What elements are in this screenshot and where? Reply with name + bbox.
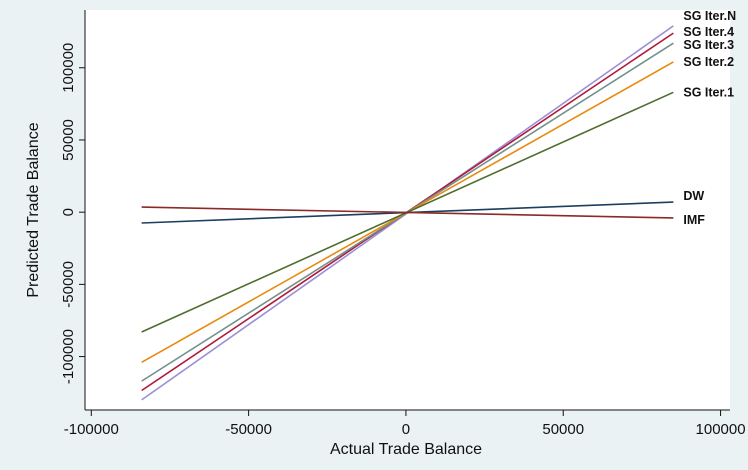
x-axis-title: Actual Trade Balance (330, 441, 482, 458)
x-tick-label: -50000 (225, 421, 272, 438)
series-label-sg-iter-n: SG Iter.N (683, 9, 736, 23)
y-axis-title: Predicted Trade Balance (25, 122, 42, 297)
labels-layer: SG Iter.N SG Iter.4SG Iter.3 SG Iter.2 SG I… (683, 9, 736, 227)
series-label-dw: DW (683, 189, 704, 203)
x-tick-label: 50000 (542, 421, 584, 438)
series-label-sg-iter-1: SG Iter.1 (683, 85, 734, 99)
x-tick-label: 100000 (696, 421, 746, 438)
y-tick-label: 100000 (60, 43, 77, 93)
series-line-imf (141, 206, 674, 219)
x-tick-label: 0 (402, 421, 410, 438)
y-tick-label: -50000 (60, 261, 77, 308)
series-label-sg-iter-2: SG Iter.2 (683, 55, 734, 69)
series-layer (141, 25, 674, 401)
y-tick-label: 50000 (60, 119, 77, 161)
series-label-sg-iter-4: SG Iter.4 (683, 25, 734, 39)
series-label-sg-iter-3: SG Iter.3 (683, 38, 734, 52)
plot-area (85, 10, 730, 410)
y-tick-label: 0 (60, 208, 77, 216)
x-tick-label: -100000 (64, 421, 119, 438)
series-label-imf: IMF (683, 213, 705, 227)
y-tick-label: -100000 (60, 329, 77, 384)
axes-layer: -100000 -50000 0 50000 100000 -100000 -50000 0 5… (60, 10, 746, 438)
